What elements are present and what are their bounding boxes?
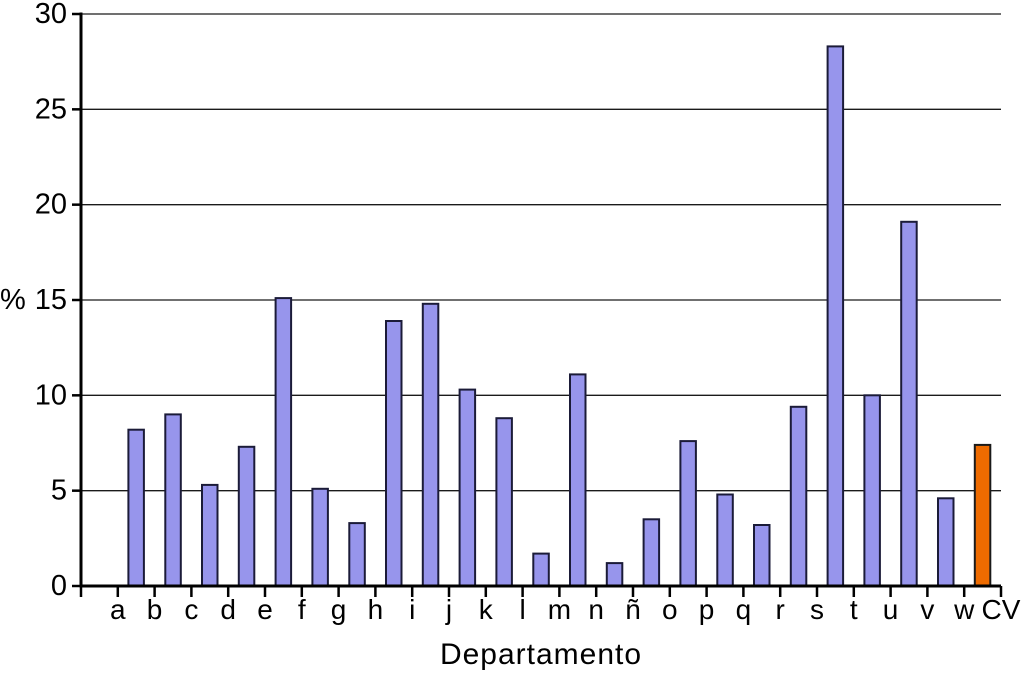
y-tick-label: 10: [35, 379, 67, 411]
x-tick-label: v: [920, 594, 934, 625]
x-tick-label: f: [298, 594, 306, 625]
x-tick-label: a: [110, 594, 126, 625]
x-tick-label: c: [184, 594, 198, 625]
bar-d: [237, 445, 256, 587]
bar-n: [605, 562, 624, 587]
x-tick-label: j: [445, 594, 452, 625]
x-axis-label: Departamento: [439, 638, 643, 671]
bar-j: [458, 388, 477, 587]
bar-c: [201, 483, 219, 587]
bar-l: [532, 552, 550, 587]
x-tick-label: w: [953, 594, 975, 625]
y-tick-label: 30: [35, 0, 67, 30]
x-tick-label: k: [479, 594, 494, 625]
x-tick-label: n: [588, 594, 604, 625]
bar-i: [421, 302, 440, 587]
bar-ñ: [642, 518, 661, 587]
x-tick-label: s: [810, 594, 824, 625]
x-tick-label: p: [699, 594, 715, 625]
x-tick-label: CV: [982, 594, 1021, 625]
x-tick-label: l: [519, 594, 525, 625]
x-tick-label: b: [147, 594, 163, 625]
x-tick-label: o: [662, 594, 678, 625]
bar-a: [127, 428, 145, 588]
x-tick-label: h: [368, 594, 384, 625]
x-tick-label: g: [331, 594, 347, 625]
bar-s: [826, 45, 845, 587]
x-tick-label: i: [409, 594, 415, 625]
x-tick-label: d: [220, 594, 236, 625]
x-tick-label: t: [850, 594, 858, 625]
y-tick-label: 15: [35, 284, 67, 316]
bar-q: [753, 524, 771, 587]
x-tick-label: q: [736, 594, 752, 625]
x-tick-label: r: [776, 594, 785, 625]
y-tick-label: 5: [51, 475, 67, 507]
bar-t: [863, 394, 881, 587]
bar-k: [495, 417, 513, 588]
bar-r: [789, 405, 808, 587]
x-tick-label: e: [257, 594, 273, 625]
bar-e: [274, 297, 293, 587]
bar-o: [679, 440, 697, 587]
y-axis-label: %: [0, 284, 26, 316]
bar-f: [311, 487, 329, 587]
bar-p: [716, 493, 734, 587]
bar-u: [900, 220, 918, 588]
y-tick-label: 20: [35, 189, 67, 221]
bar-highlight-CV: [973, 443, 992, 587]
x-tick-label: u: [883, 594, 899, 625]
bar-v: [937, 497, 955, 587]
bar-m: [569, 373, 587, 587]
x-tick-label: ñ: [625, 594, 641, 625]
bar-b: [164, 413, 182, 587]
bar-g: [348, 522, 366, 587]
y-tick-label: 0: [51, 570, 67, 602]
y-tick-label: 25: [35, 93, 67, 125]
bar-h: [385, 320, 403, 587]
x-tick-label: m: [548, 594, 571, 625]
